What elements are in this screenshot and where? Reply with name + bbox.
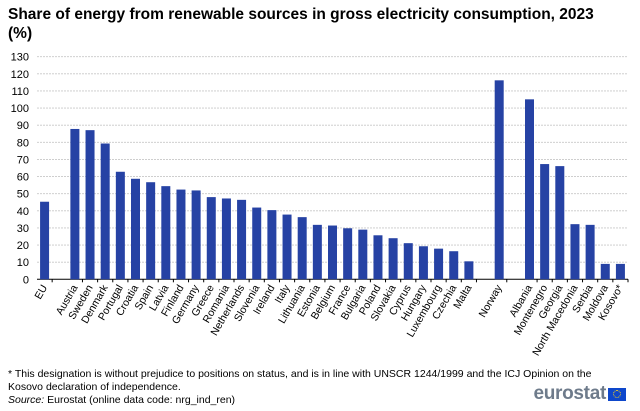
bar-belgium (328, 225, 337, 280)
bar-croatia (131, 178, 140, 280)
bar-greece (206, 197, 216, 280)
bar-estonia (312, 224, 322, 280)
bar-serbia (585, 224, 595, 280)
eurostat-logo: eurostat (533, 383, 626, 405)
x-tick-label: Norway (477, 282, 506, 319)
y-tick-label: 90 (17, 120, 29, 132)
bar-italy (282, 214, 292, 280)
source-label: Source: (8, 394, 45, 406)
y-tick-label: 130 (11, 52, 29, 64)
chart-title: Share of energy from renewable sources i… (8, 6, 594, 42)
bar-denmark (100, 143, 110, 280)
bar-cyprus (403, 243, 413, 280)
bar-kosovo- (615, 263, 625, 280)
bar-latvia (161, 186, 171, 280)
bar-eu (40, 201, 50, 280)
y-tick-label: 0 (23, 274, 29, 286)
bar-lithuania (297, 217, 307, 280)
bar-luxembourg (434, 248, 444, 280)
bar-malta (464, 261, 474, 280)
y-tick-label: 40 (17, 206, 29, 218)
bar-poland (373, 235, 383, 280)
bar-slovakia (388, 238, 398, 280)
y-tick-label: 30 (17, 223, 29, 235)
bar-bulgaria (358, 229, 368, 280)
bar-france (343, 228, 353, 280)
bar-romania (221, 198, 231, 280)
bar-sweden (85, 130, 95, 280)
y-tick-label: 70 (17, 154, 29, 166)
bar-norway (494, 80, 504, 280)
x-tick-label: EU (32, 283, 50, 302)
y-tick-label: 110 (11, 86, 29, 98)
bar-moldova (600, 263, 610, 280)
bar-slovenia (252, 207, 262, 280)
y-tick-label: 100 (11, 103, 29, 115)
bar-finland (176, 189, 186, 280)
bar-austria (70, 128, 80, 280)
bar-hungary (418, 246, 428, 280)
bar-czechia (449, 251, 459, 280)
y-tick-label: 60 (17, 172, 29, 184)
eu-flag-icon (608, 387, 626, 401)
bar-albania (525, 99, 534, 280)
y-tick-label: 10 (17, 257, 29, 269)
logo-text: eurostat (533, 383, 606, 404)
source-line: Source: Eurostat (online data code: nrg_… (8, 394, 608, 407)
bar-netherlands (237, 199, 247, 280)
y-tick-label: 20 (17, 240, 29, 252)
bar-spain (146, 182, 156, 280)
bar-north-macedonia (570, 224, 580, 280)
bar-portugal (115, 171, 125, 280)
y-tick-label: 120 (11, 69, 29, 81)
bar-ireland (267, 210, 277, 280)
bar-montenegro (540, 164, 550, 280)
y-tick-label: 80 (17, 137, 29, 149)
y-tick-label: 50 (17, 189, 29, 201)
bar-germany (191, 190, 201, 280)
bar-georgia (555, 166, 565, 280)
footnote: * This designation is without prejudice … (8, 368, 592, 393)
source-text: Eurostat (online data code: nrg_ind_ren) (44, 394, 236, 406)
